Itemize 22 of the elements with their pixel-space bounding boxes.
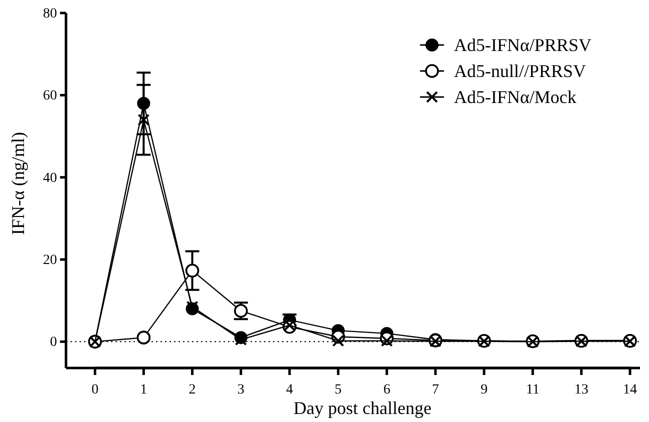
x-tick-label: 11 (526, 382, 540, 398)
legend-label: Ad5-IFNα/Mock (454, 87, 576, 107)
legend-label: Ad5-IFNα/PRRSV (454, 35, 592, 55)
x-tick-label: 5 (334, 382, 342, 398)
legend-label: Ad5-null//PRRSV (454, 61, 586, 81)
x-tick-label: 6 (383, 382, 390, 398)
x-tick-label: 7 (432, 382, 439, 398)
y-tick-label: 80 (43, 6, 57, 22)
y-axis-title: IFN-α (ng/ml) (8, 132, 28, 235)
y-tick-label: 20 (43, 252, 57, 268)
x-tick-label: 3 (237, 382, 244, 398)
y-tick-label: 0 (50, 335, 57, 350)
x-tick-label: 14 (623, 382, 637, 398)
y-tick-label: 40 (43, 170, 57, 186)
x-axis-title: Day post challenge (294, 398, 432, 418)
x-tick-label: 9 (480, 382, 488, 398)
x-tick-label: 13 (574, 382, 588, 398)
x-tick-label: 1 (140, 382, 148, 398)
x-tick-label: 4 (286, 382, 294, 398)
y-tick-label: 60 (43, 88, 57, 104)
x-tick-label: 0 (92, 382, 98, 398)
x-tick-label: 2 (188, 382, 196, 398)
